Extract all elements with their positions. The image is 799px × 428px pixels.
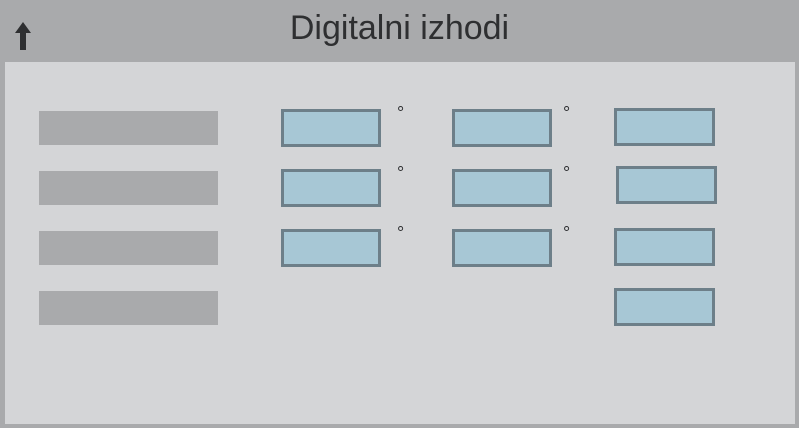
degree-unit: ° [397,103,405,123]
degree-unit: ° [563,163,571,183]
input-r4-c3[interactable] [614,288,715,326]
degree-unit: ° [397,163,405,183]
page-title: Digitalni izhodi [289,9,510,47]
input-r1-c1[interactable] [281,109,381,147]
header-bar: Digitalni izhodi [0,0,799,62]
input-r2-c2[interactable] [452,169,552,207]
input-r3-c2[interactable] [452,229,552,267]
label-row-2 [39,171,218,205]
input-r3-c1[interactable] [281,229,381,267]
label-row-4 [39,291,218,325]
label-row-1 [39,111,218,145]
degree-unit: ° [397,223,405,243]
input-r1-c3[interactable] [614,108,715,146]
label-row-3 [39,231,218,265]
input-r1-c2[interactable] [452,109,552,147]
arrow-up-icon[interactable] [14,22,32,50]
degree-unit: ° [563,223,571,243]
input-r3-c3[interactable] [614,228,715,266]
input-r2-c3[interactable] [616,166,717,204]
degree-unit: ° [563,103,571,123]
input-r2-c1[interactable] [281,169,381,207]
